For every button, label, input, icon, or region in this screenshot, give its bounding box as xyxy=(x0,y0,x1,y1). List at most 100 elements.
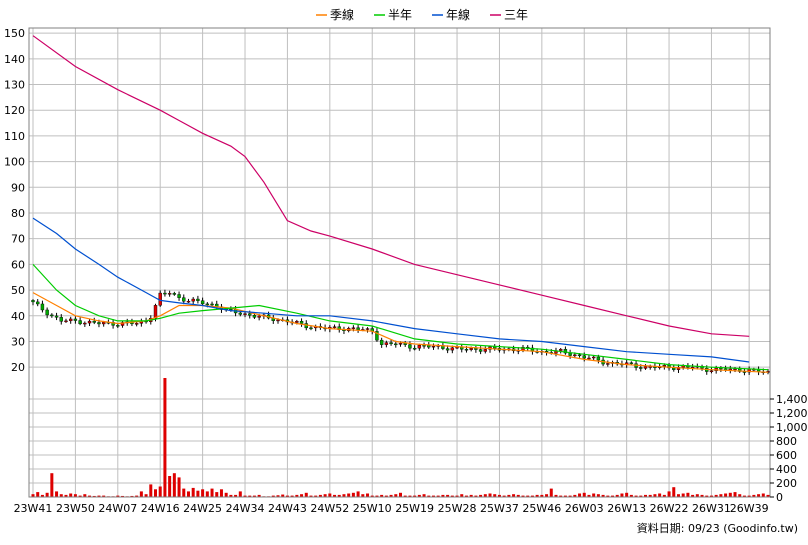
volume-bar xyxy=(658,493,662,497)
candle-body xyxy=(573,354,577,357)
volume-bar xyxy=(328,493,332,497)
volume-bar xyxy=(493,494,497,497)
time-tick-label: 26W13 xyxy=(607,502,646,515)
volume-bar xyxy=(177,477,181,497)
volume-tick-label: 1,200 xyxy=(776,407,808,420)
candle-body xyxy=(596,356,601,361)
candle-body xyxy=(643,366,648,369)
volume-bar xyxy=(215,492,219,497)
candle-body xyxy=(134,323,139,325)
volume-bar xyxy=(488,493,492,497)
volume-bar xyxy=(50,473,54,497)
volume-bar xyxy=(479,494,483,497)
volume-bar xyxy=(375,495,379,497)
volume-bar xyxy=(691,494,695,497)
volume-bar xyxy=(578,493,582,497)
price-tick-label: 50 xyxy=(11,284,25,297)
volume-bar xyxy=(413,495,417,497)
time-tick-label: 24W43 xyxy=(268,502,307,515)
volume-bar xyxy=(705,495,709,497)
volume-bar xyxy=(149,484,153,497)
volume-tick-label: 1,400 xyxy=(776,393,808,406)
candle-body xyxy=(379,339,384,345)
candle-body xyxy=(97,322,101,325)
volume-bar xyxy=(224,492,228,497)
plot-frame xyxy=(28,27,771,498)
volume-bar xyxy=(172,473,176,497)
candle-body xyxy=(243,313,247,315)
candle-body xyxy=(375,331,379,341)
volume-bar xyxy=(370,495,374,497)
candle-body xyxy=(493,346,497,349)
volume-bar xyxy=(512,494,516,497)
candle-body xyxy=(568,352,572,356)
candle-body xyxy=(332,326,337,328)
volume-bar xyxy=(422,494,426,497)
candle-body xyxy=(709,370,714,373)
volume-bar xyxy=(229,494,233,497)
candle-body xyxy=(417,345,422,349)
data-date-note: 資料日期: 09/23 (Goodinfo.tw) xyxy=(637,521,798,535)
volume-bar xyxy=(431,495,435,497)
volume-bar xyxy=(384,495,388,497)
candle-body xyxy=(257,315,261,318)
candle-body xyxy=(78,320,82,325)
volume-bar xyxy=(681,493,685,497)
volume-tick-label: 1,000 xyxy=(776,421,808,434)
time-tick-label: 24W34 xyxy=(226,502,265,515)
price-tick-label: 150 xyxy=(4,27,25,40)
volume-bar xyxy=(606,495,610,497)
candle-body xyxy=(394,343,398,346)
volume-bar xyxy=(116,495,120,497)
time-tick-label: 24W07 xyxy=(98,502,137,515)
time-tick-label: 23W41 xyxy=(14,502,53,515)
candle-body xyxy=(68,318,73,322)
ma-line xyxy=(32,217,750,363)
candle-body xyxy=(116,325,120,327)
price-tick-label: 70 xyxy=(11,233,25,246)
price-tick-label: 140 xyxy=(4,53,25,66)
candle-body xyxy=(83,322,87,325)
volume-bar xyxy=(441,494,445,497)
candle-body xyxy=(412,347,417,350)
time-tick-label: 23W50 xyxy=(56,502,95,515)
time-tick-label: 26W39 xyxy=(730,502,769,515)
candle-body xyxy=(186,300,191,303)
volume-bar xyxy=(309,495,313,497)
candle-body xyxy=(101,322,106,325)
candle-body xyxy=(177,294,181,298)
candle-body xyxy=(662,365,667,367)
volume-bar xyxy=(568,495,572,497)
volume-bar xyxy=(130,495,134,497)
time-tick-label: 25W10 xyxy=(353,502,392,515)
volume-bar xyxy=(205,491,209,497)
price-tick-label: 90 xyxy=(11,181,25,194)
candle-body xyxy=(408,344,412,349)
candle-body xyxy=(455,346,459,349)
volume-bar xyxy=(436,495,440,497)
candle-body xyxy=(606,363,610,365)
candle-body xyxy=(248,313,252,316)
volume-bar xyxy=(300,494,304,497)
volume-bar xyxy=(695,494,699,497)
volume-bar xyxy=(464,495,468,497)
candlestick-series xyxy=(31,289,770,376)
candle-body xyxy=(196,298,200,301)
volume-bar xyxy=(31,494,35,497)
time-axis: 23W41 23W50 24W07 24W16 24W25 24W34 24W43 24W52… xyxy=(14,502,769,515)
candle-body xyxy=(427,345,431,348)
volume-bar xyxy=(611,495,615,497)
price-tick-label: 60 xyxy=(11,258,25,271)
volume-bar xyxy=(182,488,186,497)
volume-bar xyxy=(351,492,355,497)
volume-bar xyxy=(516,494,520,497)
legend: 季線 半年 年線 三年 xyxy=(316,7,528,22)
volume-bar xyxy=(592,493,596,497)
volume-bar xyxy=(318,494,322,497)
volume-bar xyxy=(102,495,106,497)
volume-bar xyxy=(601,494,605,497)
volume-bar xyxy=(158,486,162,497)
volume-bar xyxy=(361,494,365,497)
volume-tick-label: 600 xyxy=(776,449,797,462)
